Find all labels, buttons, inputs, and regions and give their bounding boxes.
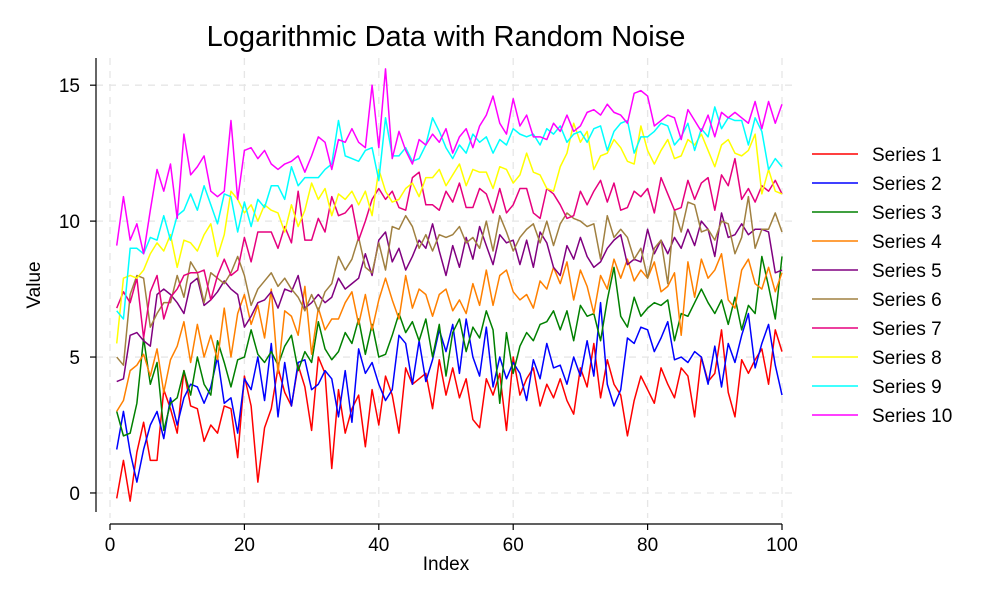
series-line-3 — [115, 255, 783, 437]
legend-label-1: Series 1 — [872, 145, 942, 166]
x-tick-label: 100 — [766, 535, 798, 556]
axes: 0 20 40 60 80 100 0 5 10 15 — [59, 58, 798, 556]
legend-label-7: Series 7 — [872, 319, 942, 340]
series-line-7 — [116, 157, 783, 339]
series-line-2 — [115, 301, 783, 483]
x-tick-label: 40 — [368, 535, 389, 556]
y-tick-label: 15 — [59, 76, 80, 97]
x-tick-label: 20 — [234, 535, 255, 556]
legend-label-8: Series 8 — [872, 348, 942, 369]
series-line-9 — [116, 106, 783, 320]
y-tick-label: 0 — [69, 484, 80, 505]
legend-label-4: Series 4 — [872, 232, 942, 253]
x-tick-label: 60 — [503, 535, 524, 556]
series-lines — [115, 68, 783, 502]
legend-label-5: Series 5 — [872, 261, 942, 282]
legend: Series 1 Series 2 Series 3 Series 4 Series 5… — [812, 145, 952, 427]
series-line-8 — [115, 122, 783, 344]
x-axis-label: Index — [423, 554, 470, 575]
series-line-1 — [115, 329, 783, 502]
y-tick-label: 10 — [59, 212, 80, 233]
legend-label-10: Series 10 — [872, 406, 952, 427]
y-axis-label: Value — [24, 261, 45, 308]
legend-label-9: Series 9 — [872, 377, 942, 398]
chart-title: Logarithmic Data with Random Noise — [207, 21, 686, 53]
legend-label-2: Series 2 — [872, 174, 942, 195]
legend-label-6: Series 6 — [872, 290, 942, 311]
legend-label-3: Series 3 — [872, 203, 942, 224]
series-line-4 — [116, 252, 783, 412]
series-line-6 — [116, 195, 783, 366]
y-tick-label: 5 — [69, 348, 80, 369]
grid — [96, 58, 792, 518]
series-line-10 — [115, 68, 783, 255]
x-tick-label: 0 — [105, 535, 116, 556]
x-tick-label: 80 — [637, 535, 658, 556]
